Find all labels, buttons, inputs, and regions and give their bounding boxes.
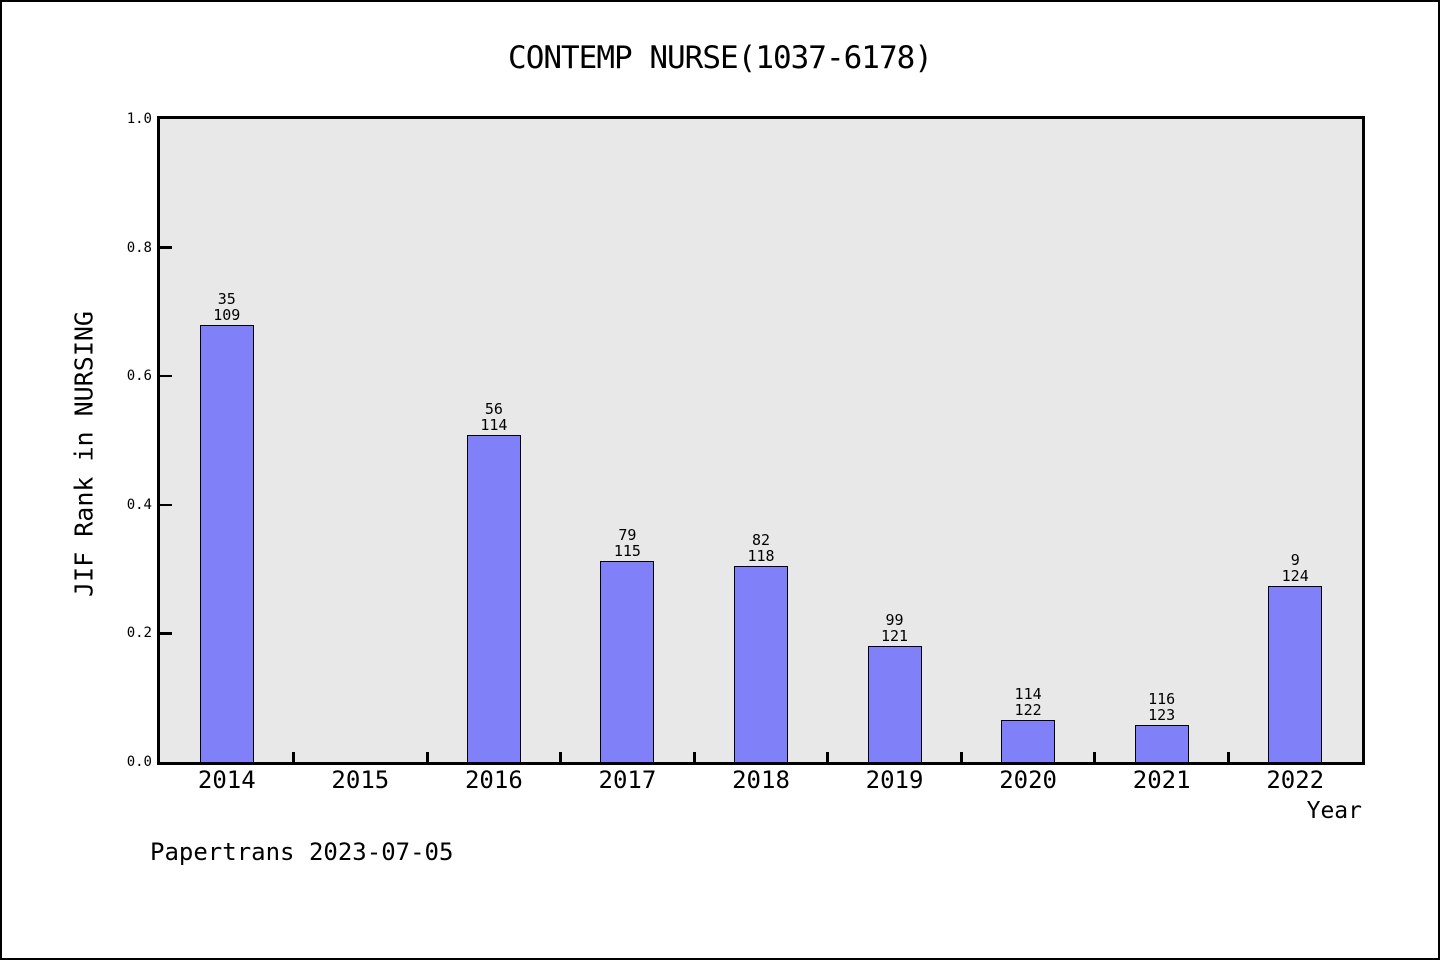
bar-2014 xyxy=(199,325,254,762)
x-axis-tick-label: 2019 xyxy=(865,766,924,794)
bar-2016 xyxy=(466,434,521,762)
y-axis-tick-label: 0.4 xyxy=(126,496,152,513)
bar-value-label-2018: 82 118 xyxy=(694,532,828,564)
footer-note: Papertrans 2023-07-05 xyxy=(150,838,454,866)
bar-value-label-2020: 114 122 xyxy=(961,686,1095,718)
bar-rank-value: 114 xyxy=(1014,684,1042,703)
bar-rank-value: 116 xyxy=(1148,690,1176,709)
bar-rank-value: 99 xyxy=(885,610,904,629)
bar-2019 xyxy=(867,645,922,762)
x-axis-tick-mark xyxy=(559,752,563,762)
bar-value-label-2016: 56 114 xyxy=(427,401,561,433)
y-axis-label: JIF Rank in NURSING xyxy=(69,311,99,597)
y-axis-tick-label: 0.0 xyxy=(126,754,152,770)
bar-value-label-2014: 35 109 xyxy=(160,291,294,323)
x-axis-tick-mark xyxy=(1226,752,1230,762)
bar-2022 xyxy=(1268,585,1323,762)
bar-rank-value: 35 xyxy=(217,290,236,309)
x-axis-tick-mark xyxy=(292,752,296,762)
x-axis-tick-mark xyxy=(959,752,963,762)
y-axis-tick-label: 0.8 xyxy=(126,239,152,256)
bar-2021 xyxy=(1134,725,1189,762)
bar-value-label-2017: 79 115 xyxy=(561,527,695,559)
bar-total-value: 123 xyxy=(1148,706,1176,725)
bar-value-label-2019: 99 121 xyxy=(828,612,962,644)
x-axis-tick-label: 2015 xyxy=(331,766,390,794)
x-axis-tick-mark xyxy=(692,752,696,762)
x-axis-tick-mark xyxy=(425,752,429,762)
bar-total-value: 115 xyxy=(613,541,641,560)
bar-total-value: 118 xyxy=(747,546,775,565)
x-axis-tick-label: 2017 xyxy=(598,766,657,794)
x-axis-tick-label: 2021 xyxy=(1132,766,1191,794)
x-axis-tick-label: 2022 xyxy=(1266,766,1325,794)
chart-title: CONTEMP NURSE(1037-6178) xyxy=(508,40,933,76)
x-axis-tick-mark xyxy=(1093,752,1097,762)
bar-total-value: 109 xyxy=(213,306,241,325)
bar-total-value: 122 xyxy=(1014,700,1042,719)
bar-2017 xyxy=(600,560,655,762)
x-axis-tick-label: 2016 xyxy=(464,766,523,794)
x-axis-tick-label: 2018 xyxy=(732,766,790,794)
bar-rank-value: 79 xyxy=(618,525,637,544)
bar-rank-value: 56 xyxy=(484,399,503,418)
x-axis-label: Year xyxy=(1306,798,1362,824)
bar-2020 xyxy=(1001,719,1056,762)
y-axis-tick-label: 0.2 xyxy=(126,625,152,642)
y-axis-tick-label: 1.0 xyxy=(126,111,152,127)
bar-2018 xyxy=(734,565,788,762)
bar-total-value: 124 xyxy=(1281,566,1309,585)
y-axis-tick-mark xyxy=(160,503,172,507)
y-axis-tick-mark xyxy=(160,246,172,249)
bar-total-value: 121 xyxy=(880,626,909,645)
x-axis-tick-mark xyxy=(826,752,830,762)
y-axis-tick-label: 0.6 xyxy=(126,368,152,385)
x-axis-tick-label: 2014 xyxy=(197,766,256,794)
bar-rank-value: 9 xyxy=(1290,550,1300,569)
y-axis-tick-mark xyxy=(160,632,172,635)
bar-value-label-2021: 116 123 xyxy=(1095,691,1229,723)
bar-value-label-2022: 9 124 xyxy=(1228,552,1362,584)
x-axis-tick-label: 2020 xyxy=(999,766,1057,794)
bar-rank-value: 82 xyxy=(751,530,771,549)
y-axis-tick-mark xyxy=(160,374,172,378)
bar-total-value: 114 xyxy=(480,415,508,434)
